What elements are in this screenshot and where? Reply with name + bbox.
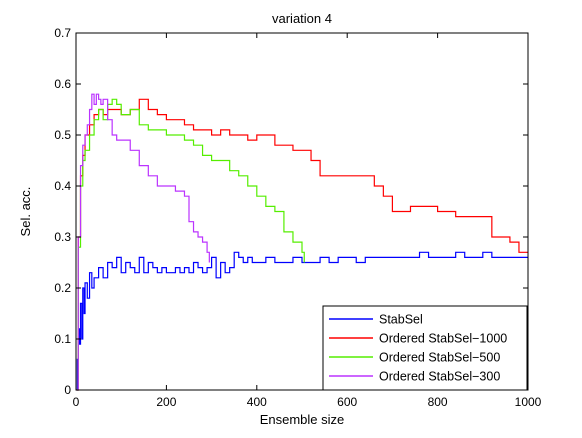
legend-entry-0: StabSel (379, 313, 423, 327)
y-axis-label: Sel. acc. (18, 187, 33, 237)
legend: StabSel Ordered StabSel−1000 Ordered StabS… (322, 305, 528, 391)
legend-entry-1: Ordered StabSel−1000 (379, 332, 507, 346)
legend-entry-3: Ordered StabSel−300 (379, 370, 500, 384)
x-tick-label: 200 (156, 395, 176, 409)
y-tick-label: 0.2 (54, 281, 71, 295)
chart-title: variation 4 (272, 11, 332, 26)
x-axis-label: Ensemble size (260, 412, 345, 427)
x-tick-label: 1000 (515, 395, 542, 409)
legend-entry-2: Ordered StabSel−500 (379, 351, 500, 365)
x-tick-label: 400 (247, 395, 267, 409)
y-tick-label: 0.7 (54, 26, 71, 40)
series-line-2 (76, 98, 305, 391)
y-tick-label: 0.5 (54, 128, 71, 142)
series-line-3 (76, 93, 210, 391)
y-tick-label: 0.3 (54, 230, 71, 244)
x-tick-label: 0 (73, 395, 80, 409)
plot-series (76, 93, 528, 391)
plot-area-frame (75, 32, 529, 391)
x-tick-label: 800 (428, 395, 448, 409)
y-axis: 0 0.1 0.2 0.3 0.4 0.5 0.6 0.7 (54, 26, 528, 397)
y-tick-label: 0.1 (54, 332, 71, 346)
y-tick-label: 0.6 (54, 77, 71, 91)
x-tick-label: 600 (337, 395, 357, 409)
y-tick-label: 0 (64, 383, 71, 397)
series-line-0 (76, 251, 528, 391)
y-tick-label: 0.4 (54, 179, 71, 193)
x-axis: 0 200 400 600 800 1000 (73, 33, 542, 409)
